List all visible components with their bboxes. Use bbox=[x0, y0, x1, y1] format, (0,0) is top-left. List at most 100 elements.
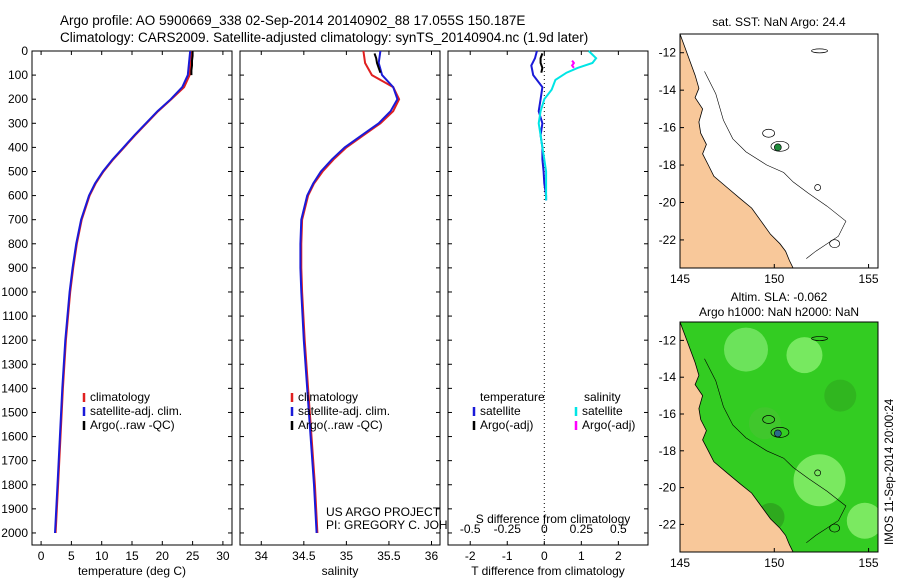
depth-tick-label: 2000 bbox=[1, 526, 28, 540]
reef-outline bbox=[811, 336, 828, 341]
sst-map-panel: 145 150 155 -12 -14 -16 -18 -20 -22 sat. SST: NaN… bbox=[659, 15, 879, 286]
difference-xtick-label: 1 bbox=[578, 549, 585, 563]
depth-tick-label: 400 bbox=[8, 140, 28, 154]
salinity-plot-frame bbox=[239, 50, 441, 546]
depth-tick-label: 600 bbox=[8, 189, 28, 203]
sla-map-xtick-label: 145 bbox=[670, 556, 690, 570]
salinity-xtick-label: 34.5 bbox=[292, 549, 316, 563]
argo-float-marker bbox=[774, 429, 782, 438]
temperature-legend-label: climatology bbox=[90, 390, 150, 404]
sla-map-ytick-label: -20 bbox=[659, 481, 677, 495]
sla-map-frame bbox=[679, 321, 879, 553]
depth-tick-label: 1700 bbox=[1, 454, 28, 468]
salinity-legend-label: Argo(-adj) bbox=[582, 418, 635, 432]
sla-map-xtick-label: 150 bbox=[764, 556, 784, 570]
temperature-xtick-label: 15 bbox=[125, 549, 139, 563]
temperature-legend-label: satellite bbox=[480, 404, 521, 418]
sla-map-subtitle: Argo h1000: NaN h2000: NaN bbox=[699, 305, 859, 319]
reef-outline bbox=[770, 427, 790, 438]
sla-anomaly-blob bbox=[793, 454, 846, 507]
salinity-panel: 34 34.5 35 35.5 36 salinity climatologysatelli… bbox=[239, 50, 482, 578]
reef-outline bbox=[829, 239, 840, 249]
reef-outline bbox=[770, 140, 790, 152]
depth-tick-label: 200 bbox=[8, 92, 28, 106]
imos-timestamp: IMOS 11-Sep-2014 20:00:24 bbox=[884, 398, 896, 545]
temperature-legend-label: Argo(..raw -QC) bbox=[90, 418, 175, 432]
sla-map-ytick-label: -16 bbox=[659, 407, 677, 421]
legend-temperature-title: temperature bbox=[480, 390, 545, 404]
sst-map-xtick-label: 150 bbox=[764, 272, 784, 286]
salinity-legend-label: satellite-adj. clim. bbox=[298, 404, 390, 418]
temperature-xtick-label: 10 bbox=[95, 549, 109, 563]
sla-map-ytick-label: -18 bbox=[659, 444, 677, 458]
salinity-diff-tick-label: 0.5 bbox=[610, 522, 627, 536]
temperature-legend-label: satellite-adj. clim. bbox=[90, 404, 182, 418]
difference-plot-frame bbox=[447, 50, 649, 546]
salinity-diff-tick-label: -0.25 bbox=[494, 522, 522, 536]
difference-xtick-label: -2 bbox=[465, 549, 476, 563]
temperature-xtick-label: 5 bbox=[68, 549, 75, 563]
sla-anomaly-blob bbox=[846, 502, 878, 539]
figure-title-line1: Argo profile: AO 5900669_338 02-Sep-2014… bbox=[60, 13, 526, 28]
land-mass bbox=[680, 34, 797, 268]
sst-map-ytick-label: -20 bbox=[659, 195, 677, 209]
salinity-xtick-label: 36 bbox=[425, 549, 439, 563]
salinity-diff-tick-label: 0 bbox=[541, 522, 548, 536]
temperature-series-line bbox=[190, 51, 194, 76]
difference-series-line bbox=[530, 50, 548, 201]
temperature-xtick-label: 0 bbox=[38, 549, 45, 563]
salinity-xtick-label: 35.5 bbox=[377, 549, 401, 563]
temperature-xtick-label: 20 bbox=[156, 549, 170, 563]
depth-tick-label: 0 bbox=[21, 44, 28, 58]
sla-map-xtick-label: 155 bbox=[859, 556, 879, 570]
sla-map-title: Altim. SLA: -0.062 bbox=[731, 290, 828, 304]
sla-anomaly-blob bbox=[748, 407, 781, 440]
salinity-series-line bbox=[299, 50, 399, 534]
pi-annotation: PI: GREGORY C. JOHNSON bbox=[326, 518, 482, 532]
sst-map-frame bbox=[679, 33, 879, 269]
temperature-xtick-label: 30 bbox=[216, 549, 230, 563]
salinity-xtick-label: 34 bbox=[255, 549, 269, 563]
sst-map-ytick-label: -16 bbox=[659, 121, 677, 135]
temperature-xlabel: temperature (deg C) bbox=[78, 564, 186, 578]
difference-xtick-label: 0 bbox=[541, 549, 548, 563]
salinity-xtick-label: 35 bbox=[340, 549, 354, 563]
reef-outline bbox=[814, 184, 822, 191]
difference-panel: -2 -1 0 1 2T difference from climatology -0.5… bbox=[447, 50, 649, 578]
salinity-legend-label: satellite bbox=[582, 404, 623, 418]
sla-map-panel: 145 150 155 -12 -14 -16 -18 -20 -22 Altim. SLA: -… bbox=[659, 290, 879, 570]
sla-anomaly-blob bbox=[824, 379, 857, 412]
argo-float-marker bbox=[774, 143, 782, 152]
sst-map-ytick-label: -14 bbox=[659, 83, 677, 97]
reef-outline bbox=[762, 128, 775, 138]
figure-title-line2: Climatology: CARS2009. Satellite-adjuste… bbox=[60, 30, 589, 45]
sst-map-ytick-label: -22 bbox=[659, 233, 677, 247]
sst-map-xtick-label: 155 bbox=[859, 272, 879, 286]
depth-tick-label: 1500 bbox=[1, 405, 28, 419]
sst-map-ytick-label: -18 bbox=[659, 158, 677, 172]
salinity-diff-tick-label: 0.25 bbox=[570, 522, 594, 536]
sst-map-content bbox=[680, 34, 878, 268]
sla-map-ytick-label: -14 bbox=[659, 370, 677, 384]
salinity-diff-label: S difference from climatology bbox=[476, 512, 631, 526]
depth-tick-label: 1300 bbox=[1, 357, 28, 371]
salinity-legend-label: climatology bbox=[298, 390, 358, 404]
legend-salinity-title: salinity bbox=[584, 390, 621, 404]
depth-tick-label: 800 bbox=[8, 237, 28, 251]
temperature-xtick-label: 25 bbox=[186, 549, 200, 563]
depth-tick-label: 700 bbox=[8, 213, 28, 227]
depth-tick-label: 300 bbox=[8, 116, 28, 130]
difference-xtick-label: -1 bbox=[502, 549, 513, 563]
difference-xlabel: T difference from climatology bbox=[471, 564, 625, 578]
project-annotation: US ARGO PROJECT bbox=[326, 505, 441, 519]
difference-xtick-label: 2 bbox=[615, 549, 622, 563]
depth-tick-label: 1000 bbox=[1, 285, 28, 299]
sla-map-content bbox=[680, 322, 878, 552]
difference-series-line bbox=[570, 59, 576, 69]
reef-outline bbox=[762, 415, 775, 424]
shelf-contour bbox=[704, 358, 847, 544]
difference-series-line bbox=[537, 50, 598, 201]
sst-map-ytick-label: -12 bbox=[659, 46, 677, 60]
salinity-series-line bbox=[373, 53, 382, 74]
